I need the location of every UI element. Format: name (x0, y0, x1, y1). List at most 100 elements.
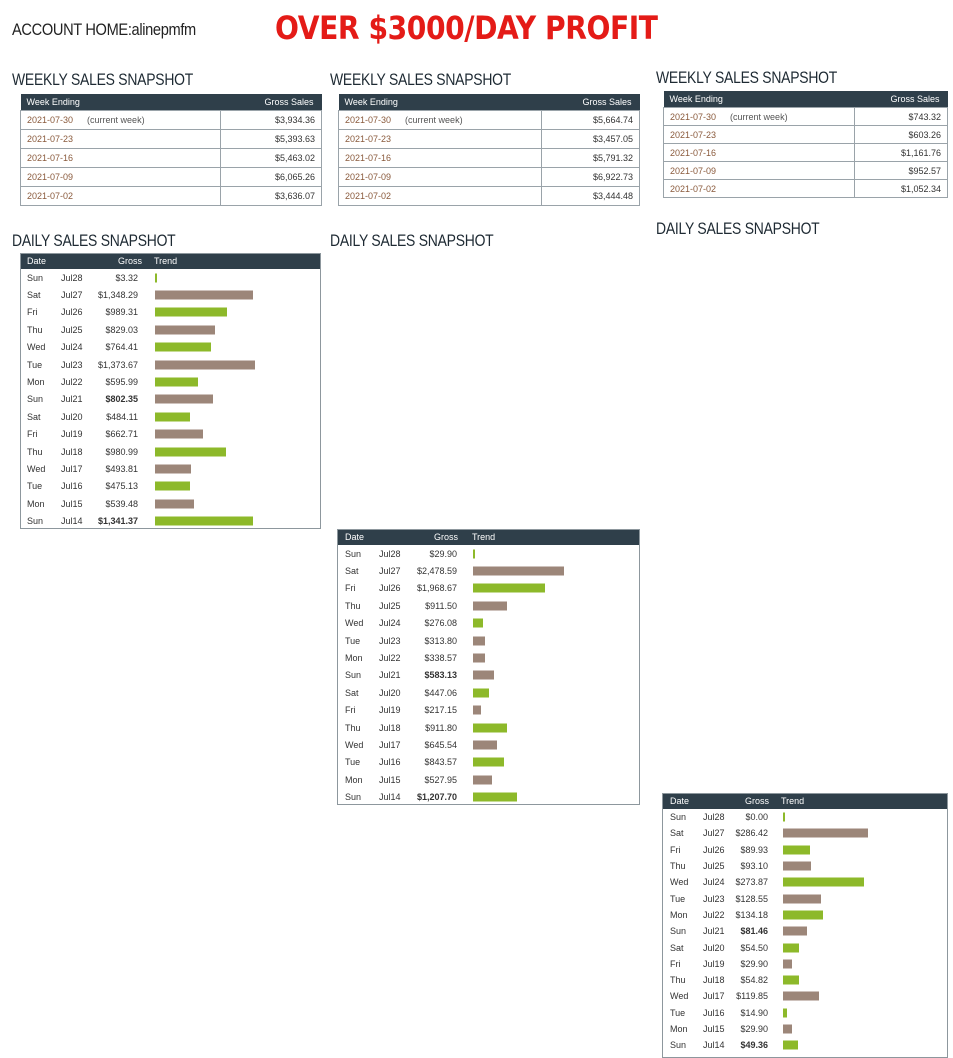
day-of-week: Thu (670, 861, 686, 872)
daily-row: Sat Jul27 $286.42 (663, 825, 947, 841)
daily-gross-value: $595.99 (105, 377, 138, 388)
day-date: Jul27 (703, 828, 725, 839)
table-row: 2021-07-16 $5,463.02 (20, 148, 322, 168)
day-of-week: Sat (670, 942, 684, 953)
trend-bar (473, 688, 490, 698)
table-row: 2021-07-30 (current week) $3,934.36 (20, 110, 322, 130)
daily-gross-value: $3.32 (115, 272, 138, 283)
gross-sales-cell: $5,664.74 (541, 110, 640, 130)
column-header-date[interactable]: Date (27, 256, 47, 266)
table-row: 2021-07-30 (current week) $743.32 (663, 107, 948, 126)
daily-gross-value: $1,341.37 (97, 516, 138, 527)
daily-gross-value: $645.54 (424, 739, 457, 750)
daily-row: Mon Jul22 $338.57 (338, 649, 639, 666)
week-ending-link[interactable]: 2021-07-23 (345, 134, 392, 144)
day-of-week: Sun (345, 548, 362, 559)
gross-sales-cell: $6,922.73 (541, 167, 640, 187)
day-date: Jul27 (61, 290, 83, 301)
week-ending-cell: 2021-07-23 (338, 129, 542, 149)
day-date: Jul19 (703, 958, 725, 969)
column-header-week-ending[interactable]: Week Ending (338, 94, 542, 111)
table-row: 2021-07-16 $1,161.76 (663, 143, 948, 162)
trend-bar (783, 943, 800, 953)
column-header-date[interactable]: Date (345, 532, 365, 542)
column-header-gross[interactable]: Gross (745, 796, 770, 806)
column-header-week-ending[interactable]: Week Ending (20, 94, 221, 111)
column-header-gross[interactable]: Gross (434, 532, 459, 542)
daily-gross-value: $527.95 (424, 774, 457, 785)
day-of-week: Fri (27, 429, 38, 440)
trend-bar (783, 1024, 792, 1034)
daily-row: Thu Jul25 $911.50 (338, 597, 639, 614)
week-ending-link[interactable]: 2021-07-16 (345, 153, 392, 163)
day-of-week: Fri (670, 844, 681, 855)
week-ending-link[interactable]: 2021-07-16 (670, 147, 717, 158)
column-header-gross-sales[interactable]: Gross Sales (220, 94, 322, 111)
week-ending-link[interactable]: 2021-07-09 (27, 172, 74, 182)
day-of-week: Wed (670, 877, 689, 888)
day-date: Jul23 (61, 359, 83, 370)
day-of-week: Sun (345, 792, 362, 803)
day-of-week: Fri (345, 583, 356, 594)
trend-bar (155, 394, 214, 404)
column-header-week-ending[interactable]: Week Ending (663, 91, 855, 108)
day-of-week: Sat (27, 411, 41, 422)
daily-gross-value: $276.08 (424, 618, 457, 629)
daily-row: Sun Jul28 $3.32 (21, 269, 320, 286)
day-of-week: Fri (345, 705, 356, 716)
week-ending-link[interactable]: 2021-07-02 (345, 191, 392, 201)
week-ending-link[interactable]: 2021-07-30 (27, 115, 74, 125)
daily-row: Thu Jul25 $829.03 (21, 321, 320, 338)
daily-sales-table: Date Gross Trend Sun Jul28 $3.32 Sat Jul27 $1,34… (20, 253, 321, 529)
trend-bar (783, 991, 819, 1001)
week-ending-link[interactable]: 2021-07-09 (670, 165, 717, 176)
column-header-trend[interactable]: Trend (154, 256, 178, 266)
daily-gross-value: $829.03 (105, 324, 138, 335)
daily-gross-value: $14.90 (740, 1007, 768, 1018)
gross-sales-cell: $1,052.34 (854, 179, 948, 198)
week-ending-link[interactable]: 2021-07-30 (670, 111, 717, 122)
day-date: Jul24 (703, 877, 725, 888)
week-ending-link[interactable]: 2021-07-30 (345, 115, 392, 125)
table-row: 2021-07-23 $3,457.05 (338, 129, 640, 149)
week-ending-link[interactable]: 2021-07-23 (670, 129, 717, 140)
day-of-week: Mon (27, 498, 45, 509)
week-ending-link[interactable]: 2021-07-09 (345, 172, 392, 182)
week-ending-cell: 2021-07-23 (663, 125, 855, 144)
gross-sales-cell: $6,065.26 (220, 167, 322, 187)
week-ending-link[interactable]: 2021-07-02 (670, 183, 717, 194)
daily-gross-value: $911.80 (425, 722, 457, 733)
daily-sales-title: DAILY SALES SNAPSHOT (12, 231, 176, 250)
table-row: 2021-07-09 $6,065.26 (20, 167, 322, 187)
daily-row: Sun Jul21 $802.35 (21, 391, 320, 408)
column-header-gross[interactable]: Gross (118, 256, 143, 266)
daily-row: Thu Jul18 $980.99 (21, 443, 320, 460)
column-header-gross-sales[interactable]: Gross Sales (854, 91, 948, 108)
daily-row: Wed Jul24 $764.41 (21, 339, 320, 356)
week-ending-link[interactable]: 2021-07-02 (27, 191, 74, 201)
day-of-week: Sun (670, 812, 687, 823)
daily-gross-value: $54.82 (740, 975, 768, 986)
daily-gross-value: $493.81 (105, 463, 138, 474)
column-header-trend[interactable]: Trend (781, 796, 805, 806)
week-ending-cell: 2021-07-16 (338, 148, 542, 168)
trend-bar (473, 792, 518, 802)
daily-gross-value: $81.46 (740, 926, 768, 937)
week-ending-link[interactable]: 2021-07-16 (27, 153, 74, 163)
week-ending-cell: 2021-07-09 (20, 167, 221, 187)
trend-bar (155, 360, 256, 370)
daily-gross-value: $989.31 (105, 307, 138, 318)
daily-gross-value: $484.11 (106, 411, 138, 422)
daily-gross-value: $2,478.59 (416, 566, 457, 577)
column-header-trend[interactable]: Trend (472, 532, 496, 542)
gross-sales-cell: $743.32 (854, 107, 948, 126)
column-header-date[interactable]: Date (670, 796, 690, 806)
week-ending-link[interactable]: 2021-07-23 (27, 134, 74, 144)
daily-row: Mon Jul15 $539.48 (21, 495, 320, 512)
column-header-gross-sales[interactable]: Gross Sales (541, 94, 640, 111)
day-date: Jul17 (61, 463, 83, 474)
week-ending-cell: 2021-07-23 (20, 129, 221, 149)
daily-row: Sun Jul21 $81.46 (663, 923, 947, 939)
gross-sales-cell: $1,161.76 (854, 143, 948, 162)
day-date: Jul16 (379, 757, 401, 768)
